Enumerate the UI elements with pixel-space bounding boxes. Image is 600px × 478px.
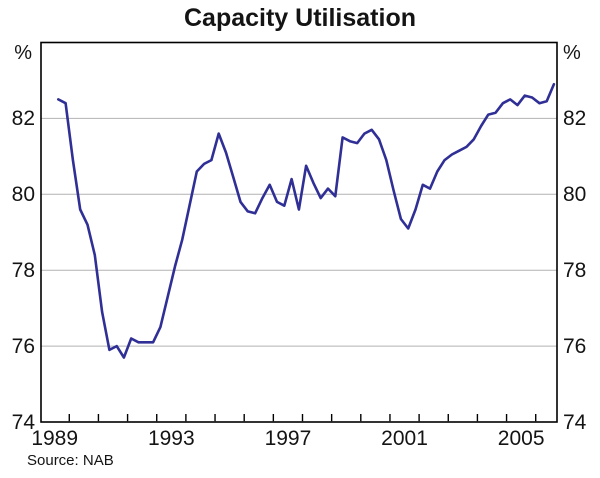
y-axis-label-right: 78 (563, 258, 587, 282)
y-axis-label-left: 80 (11, 182, 35, 206)
y-axis-unit-left: % (14, 42, 32, 64)
x-axis-label: 1997 (264, 427, 312, 450)
y-axis-label-right: 80 (563, 182, 587, 206)
y-axis-unit-right: % (563, 42, 581, 64)
y-axis-label-right: 74 (563, 410, 587, 434)
source-note: Source: NAB (27, 452, 114, 469)
plot-frame (40, 41, 558, 423)
y-axis-label-right: 82 (563, 106, 587, 130)
y-axis-label-left: 78 (11, 258, 35, 282)
capacity-utilisation-line (56, 82, 556, 359)
y-axis-label-right: 76 (563, 334, 587, 358)
y-axis-label-left: 82 (11, 106, 35, 130)
x-axis-label: 1993 (147, 427, 195, 450)
y-axis-label-left: 76 (11, 334, 35, 358)
y-axis-label-left: 74 (11, 410, 35, 434)
x-axis-label: 1989 (31, 427, 79, 450)
x-axis-label: 2001 (381, 427, 428, 450)
chart-title: Capacity Utilisation (184, 4, 416, 32)
x-axis-label: 2005 (497, 427, 545, 450)
